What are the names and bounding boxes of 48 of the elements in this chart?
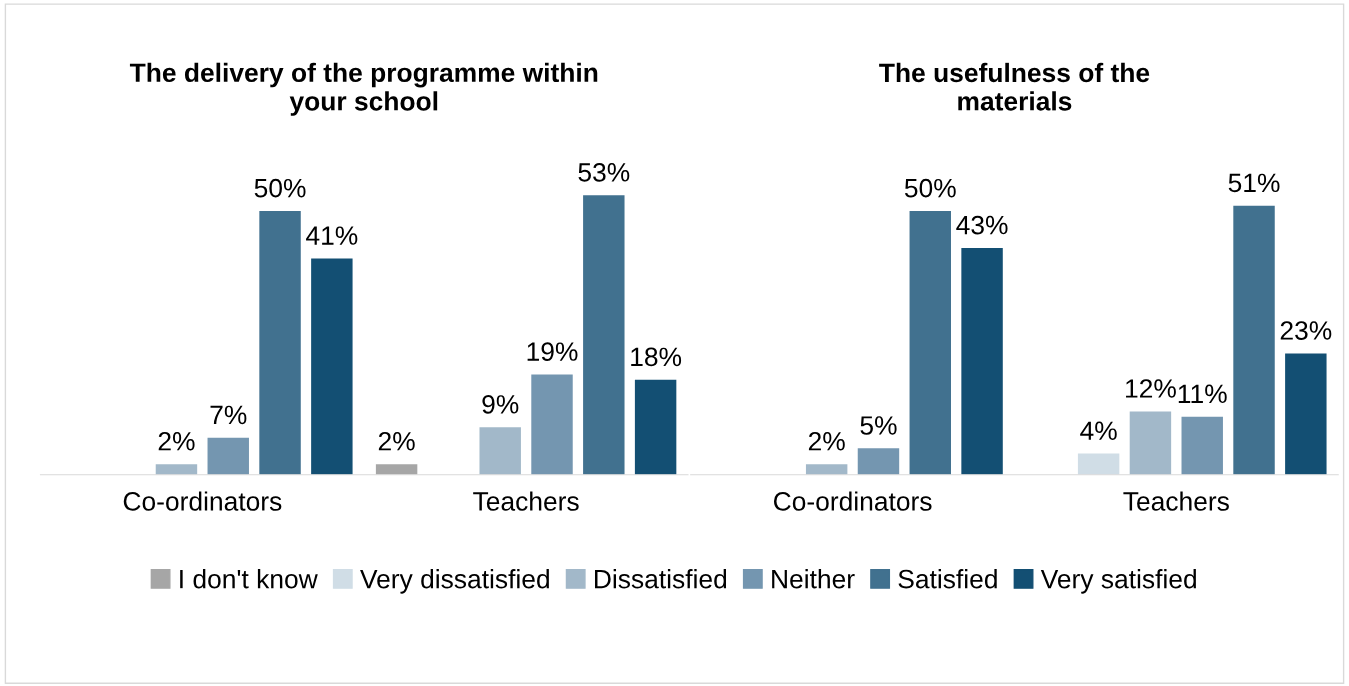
bar: [259, 211, 301, 475]
x-tick-label: Teachers: [473, 491, 579, 511]
data-label: 12%: [1126, 379, 1176, 398]
data-label: 5%: [860, 416, 897, 435]
legend-label: Very satisfied: [1040, 569, 1196, 594]
legend-label: Satisfied: [898, 569, 997, 589]
data-label: 4%: [1080, 421, 1117, 440]
bar: [805, 464, 848, 475]
bar: [1077, 453, 1120, 475]
data-label: 2%: [808, 431, 845, 451]
data-label: 50%: [904, 178, 956, 198]
x-tick-label: Co-ordinators: [123, 491, 282, 511]
bar: [531, 374, 573, 475]
chart-title: The delivery of the programme within your school: [129, 62, 598, 116]
legend-label: Neither: [772, 569, 855, 589]
data-label: 53%: [578, 162, 630, 182]
bar: [311, 258, 353, 475]
x-tick-label: Co-ordinators: [773, 491, 932, 511]
bar: [857, 448, 900, 475]
data-label: 43%: [956, 215, 1008, 235]
legend-label: Very dissatisfied: [360, 569, 549, 594]
bar: [207, 437, 249, 475]
data-label: 51%: [1228, 173, 1280, 193]
data-label: 9%: [482, 395, 519, 414]
bar: [479, 427, 521, 475]
data-label: 2%: [378, 431, 415, 451]
bar: [634, 379, 677, 475]
bar: [155, 464, 198, 475]
data-label: 7%: [210, 405, 247, 425]
bar: [961, 247, 1003, 475]
bar: [1233, 205, 1275, 475]
data-label: 19%: [527, 342, 578, 361]
bar: [375, 464, 418, 475]
x-tick-label: Teachers: [1123, 491, 1229, 511]
legend-label: I don't know: [180, 569, 318, 589]
legend-label: Dissatisfied: [595, 569, 727, 589]
data-label: 2%: [158, 431, 195, 451]
data-label: 11%: [1178, 384, 1227, 404]
data-label: 41%: [306, 226, 358, 245]
bar: [1285, 353, 1327, 475]
bar: [1181, 416, 1223, 475]
data-label: 23%: [1280, 321, 1332, 340]
chart-title: The usefulness of the materials: [879, 62, 1150, 111]
bar: [1129, 411, 1172, 475]
data-label: 18%: [631, 347, 682, 367]
data-label: 50%: [254, 178, 306, 198]
bar: [909, 211, 951, 475]
bar: [583, 195, 625, 475]
